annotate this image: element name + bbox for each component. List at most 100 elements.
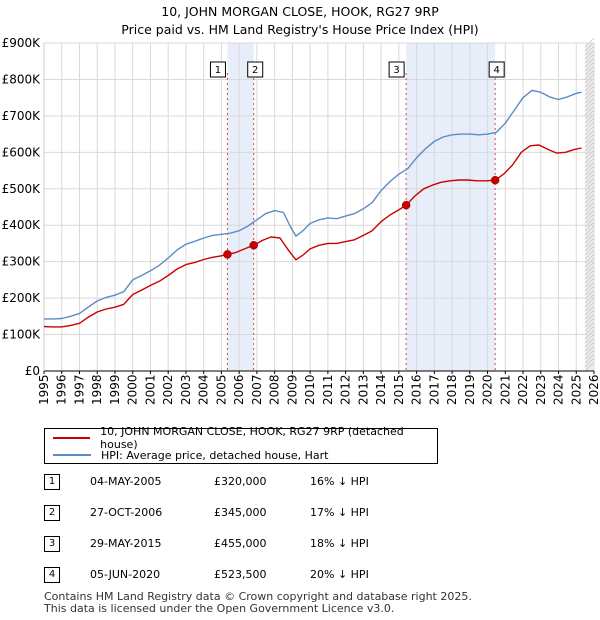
x-tick-label: 2024 bbox=[552, 374, 566, 405]
sale-badge-label: 4 bbox=[493, 65, 499, 76]
x-tick-label: 2018 bbox=[445, 374, 459, 405]
transaction-hpi: 17% ↓ HPI bbox=[310, 506, 369, 519]
shaded-range bbox=[227, 43, 254, 371]
x-tick-label: 2002 bbox=[161, 374, 175, 405]
projection-hatch bbox=[584, 301, 595, 312]
y-tick-label: £900K bbox=[2, 36, 42, 50]
projection-hatch bbox=[584, 189, 595, 200]
sale-badge bbox=[488, 61, 505, 78]
projection-hatch bbox=[584, 325, 595, 336]
projection-hatch bbox=[584, 341, 595, 352]
x-tick-label: 2026 bbox=[587, 374, 600, 405]
projection-hatch bbox=[584, 153, 595, 164]
transaction-row: 3 29-MAY-2015 £455,000 18% ↓ HPI bbox=[0, 536, 600, 558]
transaction-number: 1 bbox=[44, 474, 60, 490]
x-tick-label: 2025 bbox=[569, 374, 583, 405]
x-tick-label: 2013 bbox=[356, 374, 370, 405]
projection-hatch bbox=[584, 213, 595, 224]
x-tick-label: 1997 bbox=[72, 374, 86, 405]
transaction-hpi: 16% ↓ HPI bbox=[310, 475, 369, 488]
projection-hatch bbox=[584, 73, 595, 84]
property-price-line bbox=[43, 144, 582, 328]
projection-hatch bbox=[584, 161, 595, 172]
transaction-price: £523,500 bbox=[214, 568, 267, 581]
projection-hatch bbox=[584, 245, 595, 256]
x-tick-label: 2020 bbox=[481, 374, 495, 405]
legend-label-property: 10, JOHN MORGAN CLOSE, HOOK, RG27 9RP (d… bbox=[100, 425, 404, 451]
projection-hatch bbox=[584, 169, 595, 180]
x-tick-label: 2016 bbox=[410, 374, 424, 405]
y-tick-label: £600K bbox=[2, 145, 42, 159]
y-tick-label: £100K bbox=[2, 328, 42, 342]
x-tick-label: 2017 bbox=[427, 374, 441, 405]
x-tick-label: 2006 bbox=[232, 374, 246, 405]
sale-badge bbox=[209, 61, 226, 78]
projection-hatch bbox=[584, 93, 595, 104]
x-tick-label: 1998 bbox=[90, 374, 104, 405]
projection-hatch bbox=[584, 269, 595, 280]
y-tick-label: £400K bbox=[2, 218, 42, 232]
x-tick-label: 2000 bbox=[126, 374, 140, 405]
y-tick-label: £800K bbox=[2, 72, 42, 86]
projection-hatch bbox=[584, 133, 595, 144]
projection-hatch bbox=[584, 89, 595, 100]
transaction-price: £455,000 bbox=[214, 537, 267, 550]
projection-hatch bbox=[584, 165, 595, 176]
projection-hatch bbox=[584, 257, 595, 268]
x-tick-label: 2010 bbox=[303, 374, 317, 405]
x-tick-label: 1995 bbox=[37, 374, 51, 405]
projection-hatch bbox=[584, 297, 595, 308]
x-tick-label: 2014 bbox=[374, 374, 388, 405]
projection-hatch bbox=[584, 205, 595, 216]
legend-label-hpi: HPI: Average price, detached house, Hart bbox=[101, 448, 329, 462]
projection-hatch bbox=[584, 105, 595, 116]
x-tick-label: 2012 bbox=[339, 374, 353, 405]
sale-point bbox=[490, 175, 500, 185]
projection-hatch bbox=[584, 345, 595, 356]
footer-copyright: Contains HM Land Registry data © Crown c… bbox=[44, 590, 472, 603]
transaction-number: 3 bbox=[44, 536, 60, 552]
transaction-date: 05-JUN-2020 bbox=[90, 568, 161, 581]
projection-hatch bbox=[584, 129, 595, 140]
y-tick-label: £500K bbox=[2, 182, 42, 196]
transaction-price: £320,000 bbox=[214, 475, 267, 488]
x-tick-label: 2011 bbox=[321, 374, 335, 405]
transaction-date: 29-MAY-2015 bbox=[90, 537, 162, 550]
legend-swatch-property bbox=[53, 437, 91, 439]
sale-badge-label: 1 bbox=[215, 65, 221, 76]
projection-hatch bbox=[584, 265, 595, 276]
projection-hatch bbox=[584, 233, 595, 244]
chart-subtitle: Price paid vs. HM Land Registry's House … bbox=[121, 22, 479, 37]
projection-hatch bbox=[584, 357, 595, 368]
chart-title: 10, JOHN MORGAN CLOSE, HOOK, RG27 9RP bbox=[161, 4, 439, 19]
x-tick-label: 2022 bbox=[516, 374, 530, 405]
transaction-row: 1 04-MAY-2005 £320,000 16% ↓ HPI bbox=[0, 474, 600, 496]
transaction-row: 2 27-OCT-2006 £345,000 17% ↓ HPI bbox=[0, 505, 600, 527]
transaction-date: 04-MAY-2005 bbox=[90, 475, 162, 488]
projection-hatch bbox=[584, 173, 595, 184]
transaction-number: 4 bbox=[44, 567, 60, 583]
x-tick-label: 2015 bbox=[392, 374, 406, 405]
legend-item-property: 10, JOHN MORGAN CLOSE, HOOK, RG27 9RP (d… bbox=[53, 425, 437, 451]
sale-badge-label: 2 bbox=[252, 65, 258, 76]
projection-hatch bbox=[584, 53, 595, 64]
sale-point bbox=[249, 241, 258, 250]
x-tick-label: 1996 bbox=[55, 374, 69, 405]
projection-hatch bbox=[584, 241, 595, 252]
projection-hatch bbox=[584, 321, 595, 332]
projection-hatch bbox=[584, 333, 595, 344]
legend-swatch-hpi bbox=[53, 454, 91, 456]
transaction-row: 4 05-JUN-2020 £523,500 20% ↓ HPI bbox=[0, 567, 600, 589]
projection-hatch bbox=[584, 65, 595, 76]
x-tick-label: 2004 bbox=[197, 374, 211, 405]
x-tick-label: 2001 bbox=[143, 374, 157, 405]
transaction-price: £345,000 bbox=[214, 506, 267, 519]
chart-legend: 10, JOHN MORGAN CLOSE, HOOK, RG27 9RP (d… bbox=[44, 425, 438, 464]
projection-hatch bbox=[584, 157, 595, 168]
price-chart: £0 £100K £200K £300K £400K £500K £600K £700K £80… bbox=[2, 36, 600, 405]
projection-hatch bbox=[584, 125, 595, 136]
projection-hatch bbox=[584, 41, 595, 52]
projection-hatch bbox=[584, 81, 595, 92]
shaded-range bbox=[406, 43, 496, 371]
projection-hatch bbox=[584, 277, 595, 288]
